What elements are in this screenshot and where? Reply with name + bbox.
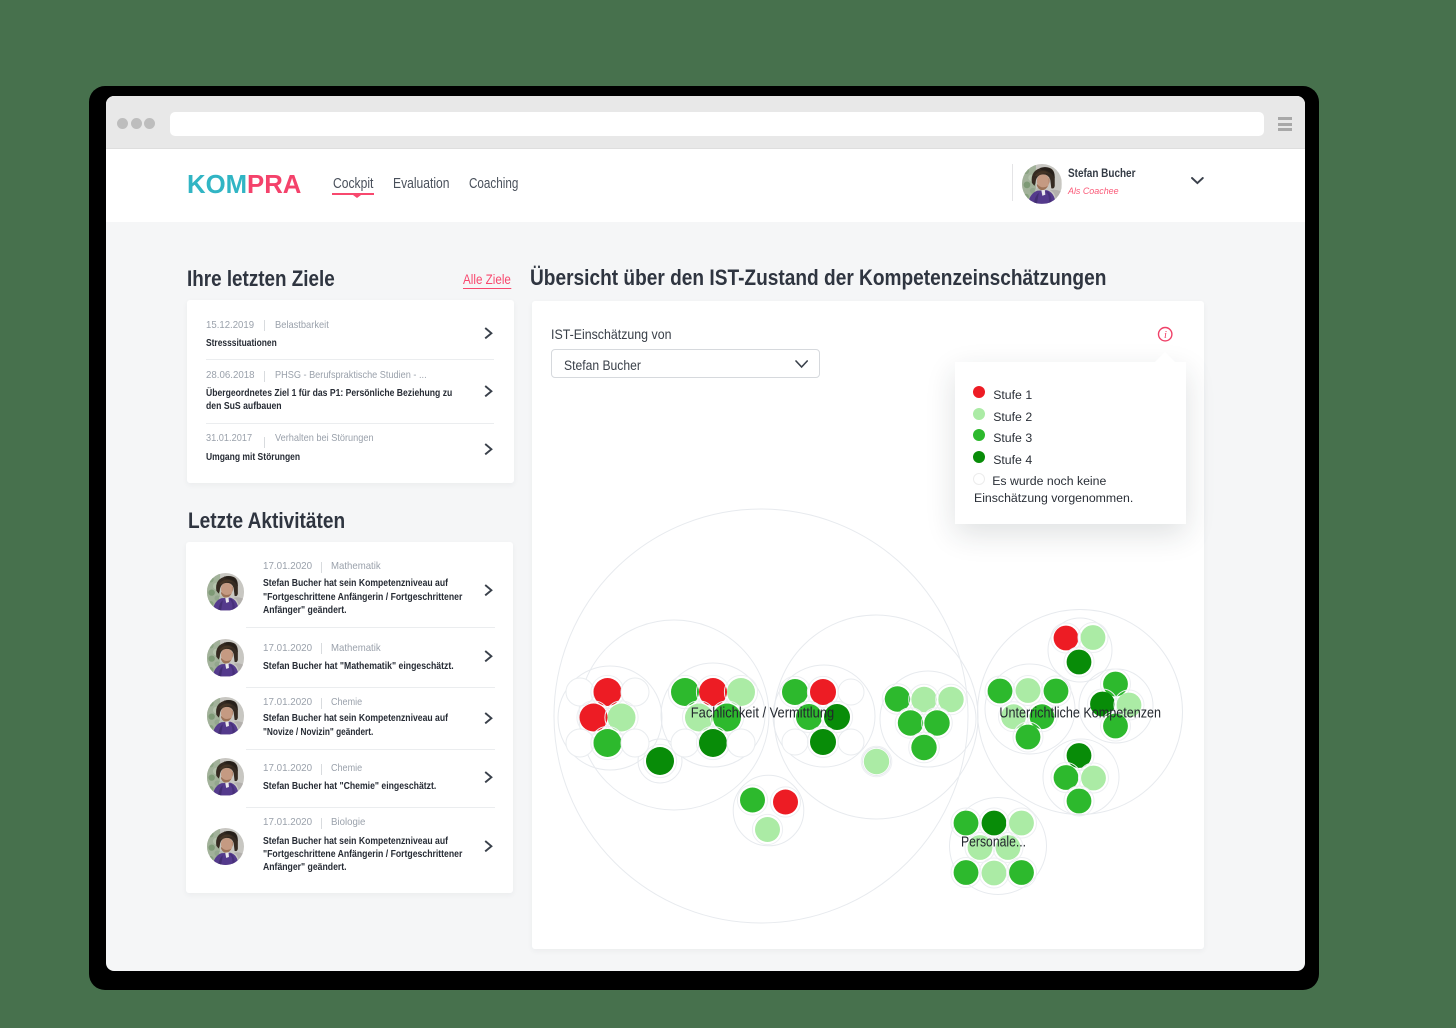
svg-text:Fachlichkeit / Vermittlung: Fachlichkeit / Vermittlung bbox=[691, 706, 834, 722]
svg-text:i: i bbox=[1164, 330, 1167, 341]
svg-text:Unterrichtliche Kompetenzen: Unterrichtliche Kompetenzen bbox=[999, 706, 1161, 722]
svg-text:Personale...: Personale... bbox=[961, 835, 1026, 851]
